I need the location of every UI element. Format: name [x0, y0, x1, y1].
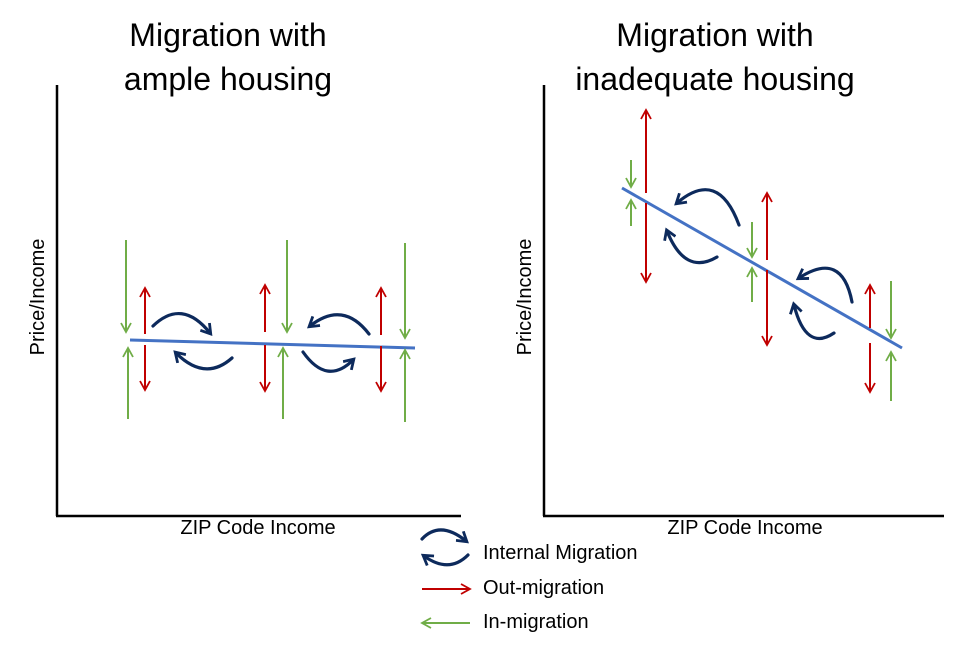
left-panel-title-line2: ample housing [124, 61, 332, 97]
internal-migration-arrow [677, 188, 741, 227]
internal-migration-arrow [176, 353, 234, 371]
internal-migration-arrow [667, 231, 719, 265]
internal-migration-arrow [794, 305, 836, 340]
internal-migration-icon [424, 553, 470, 567]
internal-migration-arrow [301, 350, 353, 373]
internal-migration-arrow [151, 311, 210, 333]
legend-label-internal: Internal Migration [483, 542, 638, 564]
right-panel-title-line1: Migration with [616, 17, 813, 53]
right-panel-title-line2: inadequate housing [575, 61, 854, 97]
legend: Internal Migration Out-migration In-migr… [420, 528, 638, 633]
internal-migration-arrow [310, 313, 371, 336]
right-trend-line [621, 186, 903, 350]
legend-label-out: Out-migration [483, 577, 604, 599]
left-panel: Migration with ample housing Price/Incom… [27, 17, 461, 539]
right-y-axis-label: Price/Income [514, 239, 536, 356]
left-panel-title-line1: Migration with [129, 17, 326, 53]
right-x-axis-label: ZIP Code Income [667, 517, 822, 539]
legend-item-internal: Internal Migration [420, 528, 638, 567]
internal-migration-icon [420, 528, 466, 541]
legend-label-in: In-migration [483, 611, 589, 633]
legend-item-in: In-migration [420, 611, 589, 633]
left-x-axis-label: ZIP Code Income [180, 517, 335, 539]
internal-migration-arrow [799, 266, 854, 304]
left-y-axis-label: Price/Income [27, 239, 49, 356]
right-panel: Migration with inadequate housing Price/… [514, 17, 944, 539]
left-trend-line [129, 338, 416, 350]
legend-item-out: Out-migration [422, 577, 604, 599]
